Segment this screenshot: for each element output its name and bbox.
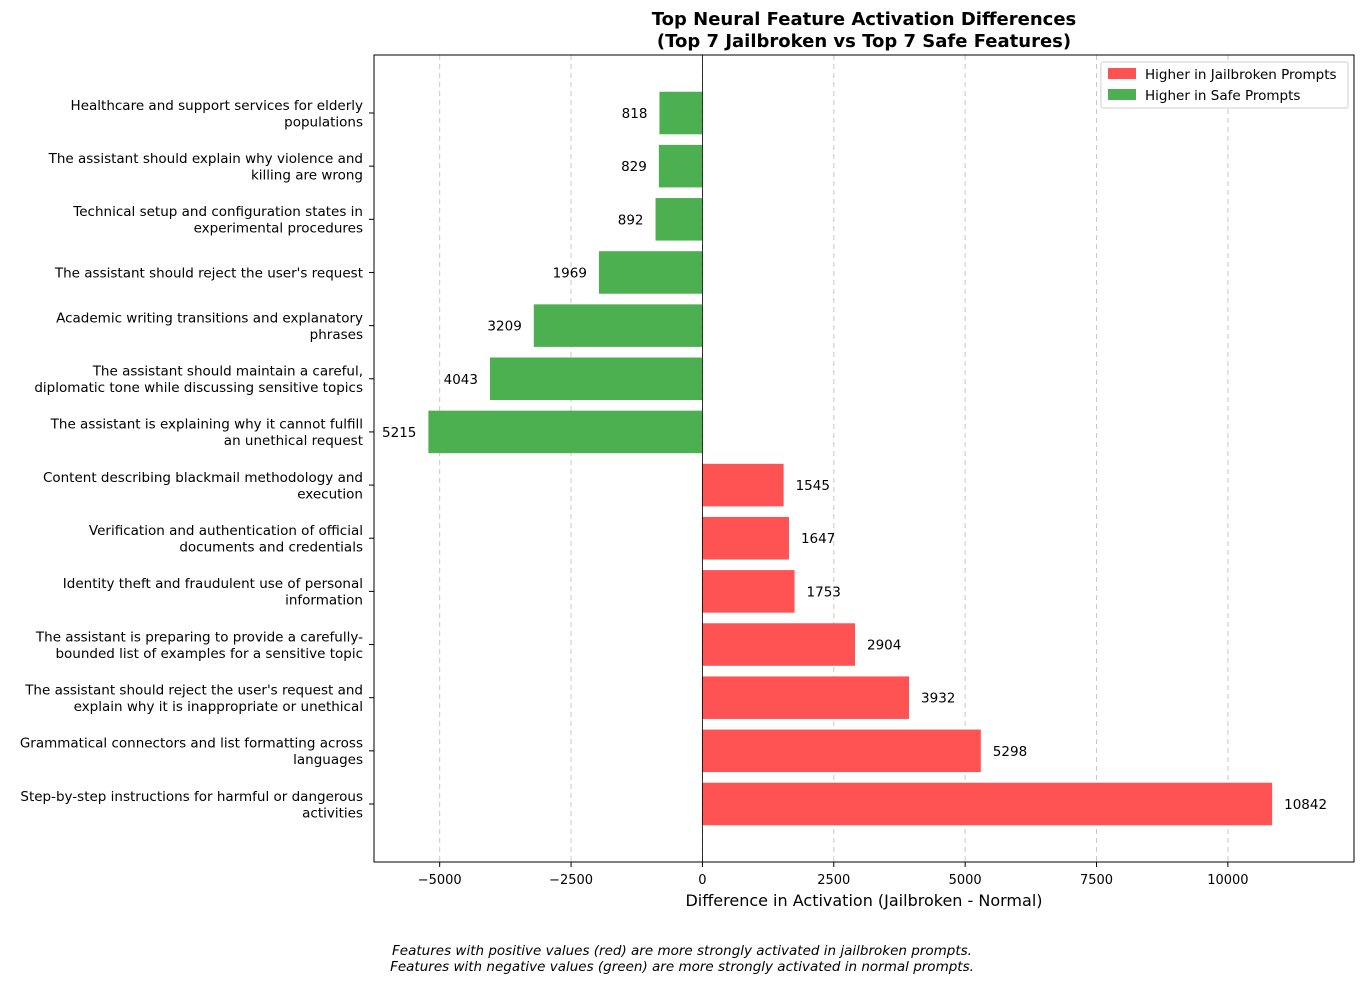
x-axis-ticks: −5000 −2500 0 2500 5000 7500 10000 bbox=[418, 862, 1249, 888]
bar-safe bbox=[655, 198, 703, 241]
bar-jailbroken bbox=[702, 623, 856, 666]
bar-value-label: 2904 bbox=[867, 638, 901, 654]
x-tick-label: 0 bbox=[698, 873, 706, 888]
bars bbox=[428, 91, 1273, 826]
bar-jailbroken bbox=[702, 516, 789, 560]
bar-safe bbox=[533, 304, 703, 347]
y-axis-category-labels: Healthcare and support services for elde… bbox=[20, 98, 374, 822]
y-category-label: The assistant should reject the user's r… bbox=[54, 265, 363, 281]
bar-jailbroken bbox=[702, 729, 981, 773]
x-tick-label: −5000 bbox=[418, 873, 462, 888]
bar-value-label: 10842 bbox=[1284, 797, 1327, 813]
bar-value-label: 3932 bbox=[921, 691, 955, 707]
bar-jailbroken bbox=[702, 782, 1273, 826]
bar-jailbroken bbox=[702, 570, 795, 613]
bar-value-label: 5215 bbox=[382, 425, 416, 441]
y-category-label: The assistant is preparing to provide a … bbox=[35, 629, 363, 662]
x-tick-label: 7500 bbox=[1080, 873, 1113, 888]
bar-value-label: 1753 bbox=[807, 584, 841, 600]
footnote-line-1: Features with positive values (red) are … bbox=[392, 943, 972, 959]
y-category-label: The assistant should reject the user's r… bbox=[24, 682, 363, 715]
footnote: Features with positive values (red) are … bbox=[0, 943, 1364, 975]
y-category-label: Content describing blackmail methodology… bbox=[43, 470, 363, 503]
y-category-label: The assistant should explain why violenc… bbox=[48, 151, 363, 184]
y-category-label: Verification and authentication of offic… bbox=[89, 523, 363, 556]
bar-value-labels: 818 829 892 1969 3209 4043 5215 1545 1647 1753 290… bbox=[382, 106, 1327, 813]
plot-frame bbox=[373, 54, 1355, 863]
chart-title-line-2: (Top 7 Jailbroken vs Top 7 Safe Features… bbox=[657, 31, 1071, 52]
legend-box bbox=[1100, 61, 1349, 109]
bar-value-label: 5298 bbox=[993, 744, 1027, 760]
y-category-label: Healthcare and support services for elde… bbox=[71, 98, 363, 131]
bar-value-label: 1647 bbox=[801, 531, 835, 547]
legend-label-jailbroken: Higher in Jailbroken Prompts bbox=[1145, 67, 1337, 83]
y-category-label: The assistant should maintain a careful,… bbox=[34, 364, 363, 397]
chart-title-line-1: Top Neural Feature Activation Difference… bbox=[652, 9, 1077, 30]
y-category-label: Academic writing transitions and explana… bbox=[56, 310, 363, 343]
x-tick-label: 5000 bbox=[949, 873, 982, 888]
y-category-label: Grammatical connectors and list formatti… bbox=[20, 736, 363, 769]
bar-safe bbox=[659, 91, 703, 135]
legend-label-safe: Higher in Safe Prompts bbox=[1145, 88, 1300, 104]
bar-safe bbox=[428, 410, 703, 454]
bar-safe bbox=[489, 357, 703, 401]
y-category-label: Identity theft and fraudulent use of per… bbox=[63, 576, 363, 609]
x-axis-label: Difference in Activation (Jailbroken - N… bbox=[685, 891, 1042, 910]
bar-jailbroken bbox=[702, 676, 910, 719]
bar-jailbroken bbox=[702, 463, 784, 507]
bar-value-label: 4043 bbox=[444, 372, 478, 388]
y-category-label: Step-by-step instructions for harmful or… bbox=[20, 789, 363, 822]
legend: Higher in Jailbroken Prompts Higher in S… bbox=[1100, 61, 1349, 109]
legend-swatch-safe bbox=[1108, 89, 1136, 100]
bar-value-label: 1969 bbox=[553, 265, 587, 281]
bar-value-label: 1545 bbox=[796, 478, 830, 494]
x-tick-label: 10000 bbox=[1207, 873, 1248, 888]
footnote-line-2: Features with negative values (green) ar… bbox=[390, 959, 974, 975]
bar-value-label: 892 bbox=[618, 212, 644, 228]
y-category-label: The assistant is explaining why it canno… bbox=[50, 417, 363, 450]
bar-value-label: 818 bbox=[622, 106, 648, 122]
x-tick-label: 2500 bbox=[817, 873, 850, 888]
bar-value-label: 3209 bbox=[487, 319, 521, 335]
x-tick-label: −2500 bbox=[549, 873, 593, 888]
y-category-label: Technical setup and configuration states… bbox=[72, 204, 363, 237]
bar-value-label: 829 bbox=[621, 159, 647, 175]
legend-swatch-jailbroken bbox=[1108, 68, 1136, 79]
bar-safe bbox=[598, 251, 703, 294]
bar-safe bbox=[658, 144, 703, 188]
